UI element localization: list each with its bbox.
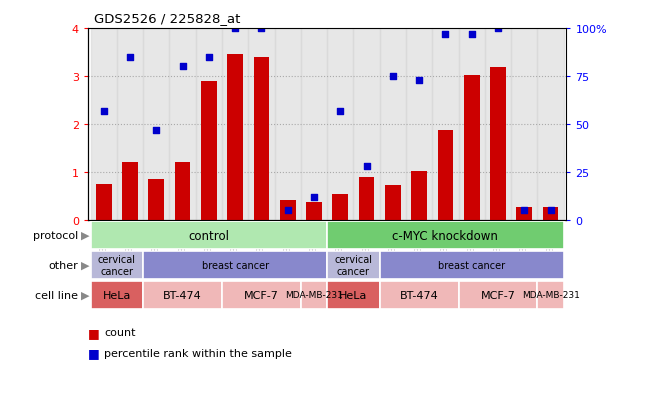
Point — [230, 26, 240, 32]
Point — [125, 55, 135, 61]
Bar — [143, 281, 222, 309]
Bar — [90, 252, 143, 280]
Text: HeLa: HeLa — [103, 290, 131, 300]
Text: ▶: ▶ — [81, 290, 90, 300]
Bar — [196, 29, 222, 221]
Text: c-MYC knockdown: c-MYC knockdown — [393, 229, 499, 242]
Point — [283, 208, 293, 214]
Bar — [538, 281, 564, 309]
Bar — [90, 222, 327, 250]
Text: BT-474: BT-474 — [163, 290, 202, 300]
Bar — [143, 252, 327, 280]
Text: breast cancer: breast cancer — [202, 261, 269, 271]
Text: cell line: cell line — [35, 290, 78, 300]
Bar — [227, 55, 243, 221]
Text: BT-474: BT-474 — [400, 290, 439, 300]
Text: MCF-7: MCF-7 — [244, 290, 279, 300]
Point — [98, 108, 109, 115]
Bar — [437, 131, 453, 221]
Bar — [380, 29, 406, 221]
Bar — [406, 29, 432, 221]
Bar — [148, 180, 164, 221]
Bar — [327, 222, 564, 250]
Bar — [538, 29, 564, 221]
Bar — [275, 29, 301, 221]
Text: count: count — [104, 328, 135, 337]
Text: ▶: ▶ — [81, 230, 90, 240]
Point — [204, 55, 214, 61]
Text: control: control — [188, 229, 229, 242]
Point — [414, 77, 424, 84]
Bar — [432, 29, 458, 221]
Bar — [117, 29, 143, 221]
Bar — [327, 252, 380, 280]
Bar — [327, 29, 353, 221]
Point — [440, 31, 450, 38]
Bar — [380, 281, 458, 309]
Text: cervical
cancer: cervical cancer — [98, 255, 136, 276]
Point — [309, 194, 319, 201]
Point — [335, 108, 346, 115]
Bar — [143, 29, 169, 221]
Text: ■: ■ — [88, 326, 100, 339]
Text: MDA-MB-231: MDA-MB-231 — [521, 291, 579, 300]
Point — [151, 127, 161, 134]
Bar — [90, 281, 143, 309]
Bar — [490, 68, 506, 221]
Text: breast cancer: breast cancer — [438, 261, 505, 271]
Text: ■: ■ — [88, 347, 100, 360]
Text: MCF-7: MCF-7 — [480, 290, 516, 300]
Text: percentile rank within the sample: percentile rank within the sample — [104, 348, 292, 358]
Text: protocol: protocol — [33, 230, 78, 240]
Bar — [222, 29, 248, 221]
Bar — [222, 281, 301, 309]
Point — [493, 26, 503, 32]
Bar — [380, 252, 564, 280]
Bar — [327, 281, 380, 309]
Bar — [333, 194, 348, 221]
Text: cervical
cancer: cervical cancer — [335, 255, 372, 276]
Bar — [411, 172, 427, 221]
Point — [546, 208, 556, 214]
Point — [177, 64, 187, 71]
Bar — [511, 29, 538, 221]
Bar — [301, 29, 327, 221]
Bar — [301, 281, 327, 309]
Text: other: other — [48, 260, 78, 270]
Point — [361, 164, 372, 170]
Bar — [353, 29, 380, 221]
Bar — [90, 29, 117, 221]
Bar — [280, 200, 296, 221]
Bar — [306, 202, 322, 221]
Bar — [516, 207, 533, 221]
Text: ▶: ▶ — [81, 260, 90, 270]
Bar — [201, 82, 217, 221]
Bar — [96, 185, 111, 221]
Bar — [485, 29, 511, 221]
Bar — [359, 178, 374, 221]
Point — [256, 26, 267, 32]
Text: HeLa: HeLa — [339, 290, 368, 300]
Point — [467, 31, 477, 38]
Bar — [122, 163, 138, 221]
Point — [387, 74, 398, 80]
Text: MDA-MB-231: MDA-MB-231 — [285, 291, 343, 300]
Bar — [253, 58, 270, 221]
Text: GDS2526 / 225828_at: GDS2526 / 225828_at — [94, 12, 241, 25]
Bar — [385, 186, 401, 221]
Bar — [464, 76, 480, 221]
Bar — [458, 281, 538, 309]
Point — [519, 208, 529, 214]
Bar — [169, 29, 196, 221]
Bar — [248, 29, 275, 221]
Bar — [174, 163, 191, 221]
Bar — [458, 29, 485, 221]
Bar — [543, 207, 559, 221]
